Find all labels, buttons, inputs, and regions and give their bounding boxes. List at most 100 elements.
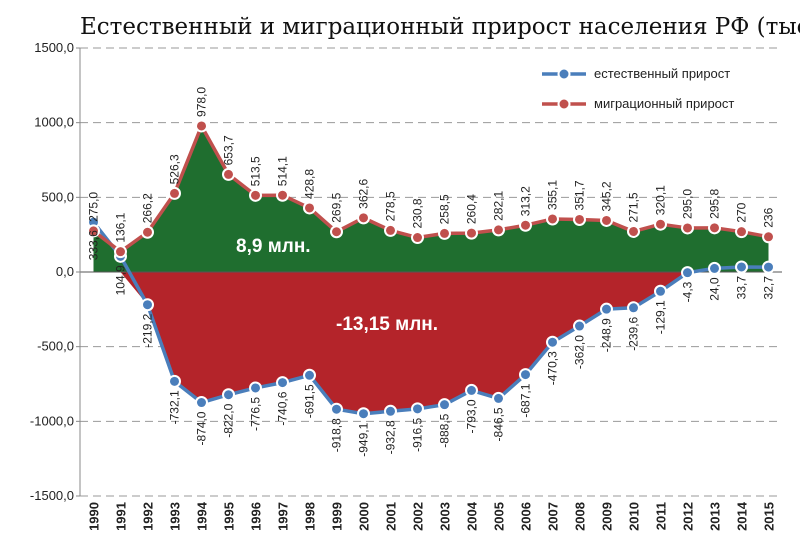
data-label: 320,1: [654, 185, 668, 215]
chart-title: Естественный и миграционный прирост насе…: [80, 14, 800, 40]
y-tick-label: -1500,0: [30, 488, 74, 503]
series-1-point: [87, 224, 100, 238]
data-label: -219,2: [141, 313, 155, 347]
data-label: -4,3: [681, 281, 695, 302]
series-lines: [87, 119, 775, 421]
data-label: -776,5: [249, 397, 263, 431]
data-label: -846,5: [492, 407, 506, 441]
series-1-point: [411, 231, 424, 245]
data-label: 514,1: [276, 156, 290, 186]
x-tick-label: 2013: [708, 502, 723, 531]
series-1-point: [114, 245, 127, 259]
data-label: 270: [735, 202, 749, 222]
series-0-point: [195, 396, 208, 410]
data-label: -793,0: [465, 399, 479, 433]
series-1-point: [303, 201, 316, 215]
x-tick-label: 1991: [114, 502, 129, 531]
data-label: 271,5: [627, 192, 641, 222]
x-tick-label: 2015: [762, 502, 777, 531]
data-label: 355,1: [546, 180, 560, 210]
series-1-point: [330, 225, 343, 239]
x-tick-label: 1994: [195, 501, 210, 531]
x-tick-label: 2002: [411, 502, 426, 531]
series-1-point: [465, 226, 478, 240]
series-0-point: [735, 260, 748, 274]
series-1-point: [627, 224, 640, 238]
series-1-point: [519, 218, 532, 232]
series-0-point: [303, 368, 316, 382]
series-0-point: [438, 398, 451, 412]
data-label: 526,3: [168, 154, 182, 184]
data-label: 33,7: [735, 276, 749, 300]
series-1-point: [600, 213, 613, 227]
data-label: -691,5: [303, 384, 317, 418]
data-label: -239,6: [627, 316, 641, 350]
series-0-point: [384, 404, 397, 418]
x-tick-label: 2006: [519, 502, 534, 531]
data-label: 136,1: [114, 212, 128, 242]
data-label: 236: [762, 207, 776, 227]
data-label: 295,0: [681, 189, 695, 219]
data-label: -949,1: [357, 422, 371, 456]
x-tick-label: 1990: [87, 502, 102, 531]
y-tick-label: 1500,0: [34, 40, 74, 55]
data-label: 333,6: [87, 230, 101, 260]
series-1-point: [384, 223, 397, 237]
data-label: 653,7: [222, 135, 236, 165]
x-tick-label: 1992: [141, 502, 156, 531]
x-tick-label: 2011: [654, 502, 669, 530]
watermark: © burckina-faso.livejournal.com: [314, 458, 707, 486]
data-label: -918,8: [330, 418, 344, 452]
series-1-point: [573, 212, 586, 226]
legend-marker-1: [557, 97, 571, 111]
y-tick-label: -1000,0: [30, 413, 74, 428]
x-tick-label: 2007: [546, 502, 561, 531]
filled-areas: [93, 125, 769, 414]
x-tick-label: 1995: [222, 502, 237, 531]
legend: естественный прирост миграционный прирост: [542, 66, 734, 111]
series-0-point: [222, 388, 235, 402]
series-1-point: [222, 167, 235, 181]
y-tick-label: -500,0: [37, 339, 74, 354]
data-label: 295,8: [708, 188, 722, 218]
series-0-point: [762, 260, 775, 274]
series-0-point: [573, 319, 586, 333]
data-label: 266,2: [141, 193, 155, 223]
series-0-point: [249, 381, 262, 395]
y-tick-label: 500,0: [41, 189, 74, 204]
series-1-point: [492, 223, 505, 237]
x-tick-label: 1999: [330, 502, 345, 531]
series-0-point: [519, 368, 532, 382]
series-0-point: [168, 374, 181, 388]
series-1-point: [276, 188, 289, 202]
series-0-point: [681, 266, 694, 280]
data-label: -248,9: [600, 318, 614, 352]
series-0-point: [357, 407, 370, 421]
data-label: 24,0: [708, 277, 722, 301]
data-label: -874,0: [195, 411, 209, 445]
x-tick-label: 2010: [627, 502, 642, 531]
legend-label-1: миграционный прирост: [594, 96, 734, 111]
data-label: 428,8: [303, 169, 317, 199]
x-tick-label: 2012: [681, 502, 696, 531]
x-tick-label: 2014: [735, 501, 750, 531]
x-tick-label: 2001: [384, 502, 399, 531]
series-1-point: [681, 221, 694, 235]
series-1-point: [438, 226, 451, 240]
series-0-point: [465, 383, 478, 397]
data-label: 313,2: [519, 186, 533, 216]
data-label: -362,0: [573, 335, 587, 369]
data-label: -470,3: [546, 351, 560, 385]
series-0-point: [141, 298, 154, 312]
x-tick-label: 1996: [249, 502, 264, 531]
series-0-point: [276, 376, 289, 390]
series-1-point: [546, 212, 559, 226]
data-label: 351,7: [573, 180, 587, 210]
positive-area: [93, 125, 769, 273]
series-1-point: [654, 217, 667, 231]
x-tick-label: 2009: [600, 502, 615, 531]
series-1-point: [141, 225, 154, 239]
legend-label-0: естественный прирост: [594, 66, 730, 81]
data-label: 260,4: [465, 194, 479, 224]
